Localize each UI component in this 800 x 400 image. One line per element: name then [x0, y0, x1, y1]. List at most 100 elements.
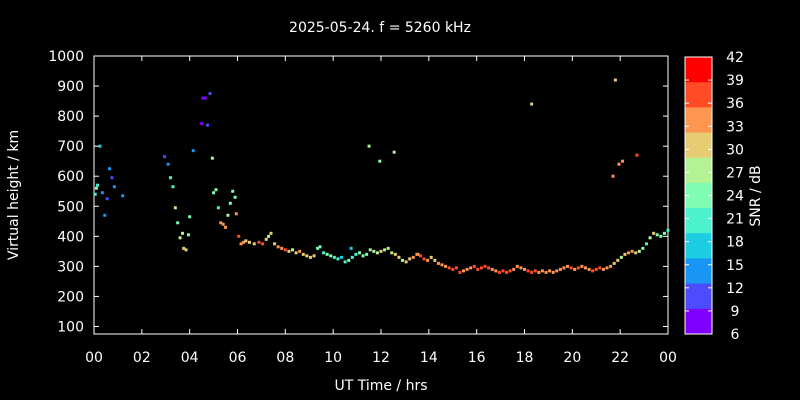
data-point — [276, 245, 280, 249]
colorbar-tick-label: 15 — [726, 258, 744, 274]
colorbar-tick-label: 21 — [726, 212, 744, 228]
y-tick-label: 1000 — [48, 49, 84, 65]
data-point — [322, 251, 326, 255]
data-point — [208, 92, 212, 96]
data-point — [601, 267, 605, 271]
data-point — [551, 270, 555, 274]
data-point — [662, 231, 666, 235]
x-tick-label: 08 — [276, 350, 294, 366]
data-point — [226, 213, 230, 217]
data-point — [483, 264, 487, 268]
data-point — [336, 257, 340, 261]
data-point — [583, 266, 587, 270]
data-point — [635, 153, 639, 157]
data-point — [617, 162, 621, 166]
data-point — [479, 266, 483, 270]
colorbar-segment — [685, 258, 712, 284]
data-point — [576, 266, 580, 270]
data-point — [228, 201, 232, 205]
data-point — [621, 159, 625, 163]
x-axis-ticks: 00 02 04 06 08 10 12 14 16 18 20 22 00 — [85, 56, 677, 366]
data-point — [540, 269, 544, 273]
data-point — [203, 96, 207, 100]
data-point — [505, 270, 509, 274]
plot-area: 00 02 04 06 08 10 12 14 16 18 20 22 00 100 200 300 400 5… — [48, 49, 677, 366]
data-point — [191, 149, 195, 153]
y-tick-label: 800 — [57, 109, 84, 125]
colorbar-tick-label: 30 — [726, 142, 744, 158]
data-point — [605, 266, 609, 270]
data-point — [219, 221, 223, 225]
data-point — [619, 255, 623, 259]
data-point — [261, 242, 265, 246]
data-point — [530, 270, 534, 274]
data-point — [176, 221, 180, 225]
data-point — [291, 248, 295, 252]
data-point — [347, 258, 351, 262]
data-point — [609, 264, 613, 268]
data-point — [558, 267, 562, 271]
data-point — [233, 195, 237, 199]
data-point — [166, 162, 170, 166]
x-tick-label: 00 — [85, 350, 103, 366]
data-point — [308, 255, 312, 259]
data-point — [180, 231, 184, 235]
x-axis-label: UT Time / hrs — [334, 378, 427, 394]
data-point — [214, 188, 218, 192]
data-point — [267, 234, 271, 238]
data-point — [312, 254, 316, 258]
x-tick-label: 00 — [659, 350, 677, 366]
data-point — [108, 167, 112, 171]
data-point — [569, 266, 573, 270]
colorbar-segment — [685, 107, 712, 133]
data-point — [210, 156, 214, 160]
data-point — [350, 255, 354, 259]
data-point — [440, 263, 444, 267]
data-point — [566, 264, 570, 268]
data-point — [523, 267, 526, 271]
data-point — [454, 266, 458, 270]
data-point — [487, 266, 491, 270]
data-point — [630, 249, 634, 253]
data-point — [490, 267, 494, 271]
data-point — [436, 261, 440, 265]
data-point — [501, 269, 505, 273]
data-point — [173, 206, 177, 210]
data-point — [573, 267, 577, 271]
x-tick-label: 12 — [372, 350, 390, 366]
data-point — [508, 269, 512, 273]
data-point — [367, 144, 371, 148]
x-tick-label: 16 — [468, 350, 486, 366]
data-point — [429, 255, 433, 259]
data-point — [329, 254, 333, 258]
data-point — [465, 267, 469, 271]
colorbar-tick-label: 24 — [726, 189, 744, 205]
data-point — [544, 270, 548, 274]
data-point — [598, 266, 602, 270]
colorbar-segment — [685, 233, 712, 259]
data-point — [201, 96, 205, 100]
data-point — [343, 260, 347, 264]
data-point — [637, 249, 641, 253]
colorbar-segment — [685, 157, 712, 184]
data-point — [634, 251, 638, 255]
x-tick-label: 20 — [563, 350, 581, 366]
y-tick-label: 400 — [57, 229, 84, 245]
data-point — [316, 246, 320, 250]
data-point — [447, 266, 451, 270]
data-point — [530, 102, 534, 106]
data-point — [103, 213, 107, 217]
data-point — [273, 242, 277, 246]
data-point — [408, 257, 412, 261]
data-point — [163, 155, 167, 159]
colorbar-tick-label: 18 — [726, 235, 744, 251]
colorbar-tick-label: 9 — [731, 304, 740, 320]
data-point — [241, 240, 245, 244]
data-point — [555, 269, 559, 273]
data-point — [515, 264, 519, 268]
data-point — [641, 246, 645, 250]
x-tick-label: 04 — [181, 350, 199, 366]
data-point — [416, 252, 420, 256]
data-point — [287, 249, 291, 253]
